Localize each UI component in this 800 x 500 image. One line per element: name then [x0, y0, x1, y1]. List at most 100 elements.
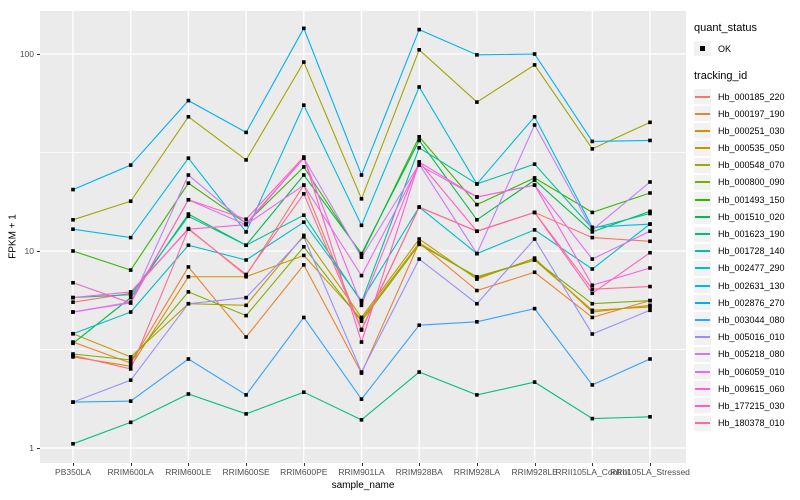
data-point	[71, 218, 75, 222]
legend-item-label: Hb_002631_130	[718, 280, 785, 291]
x-tick-mark	[476, 463, 478, 466]
legend-key-swatch	[694, 123, 711, 139]
data-point	[186, 301, 191, 306]
data-point	[648, 180, 652, 184]
legend-item: Hb_005218_080	[694, 346, 800, 362]
x-tick-label: RRIM928LE	[511, 467, 558, 477]
data-point	[590, 416, 595, 421]
x-tick-mark	[188, 463, 190, 466]
data-point	[532, 63, 537, 67]
data-point	[475, 100, 479, 104]
data-point	[648, 415, 652, 419]
legend-key-swatch	[694, 278, 711, 294]
data-point	[128, 367, 133, 371]
data-point	[532, 258, 537, 262]
legend-key-swatch	[694, 295, 711, 311]
data-point	[128, 235, 133, 240]
legend-key-swatch	[694, 243, 711, 259]
legend-key-swatch	[694, 415, 711, 431]
legend-key-swatch	[694, 364, 711, 379]
legend-item-label: Hb_000535_050	[718, 143, 785, 154]
legend-item-label: Hb_001623_190	[718, 229, 785, 239]
data-point	[359, 397, 364, 401]
data-point	[590, 315, 595, 320]
data-point	[590, 267, 595, 271]
legend-line-swatch	[695, 198, 710, 201]
data-point	[128, 199, 133, 203]
data-point	[532, 210, 537, 215]
data-point	[302, 245, 306, 249]
data-point	[417, 257, 421, 261]
x-tick-label: RRIM928BA	[395, 467, 443, 477]
data-point	[359, 315, 364, 320]
data-point	[590, 383, 595, 387]
data-point	[532, 162, 537, 166]
legend-line-swatch	[695, 112, 710, 115]
data-point	[71, 341, 75, 346]
data-point	[648, 303, 652, 308]
data-point	[186, 274, 191, 279]
x-tick-label: RRIM600LE	[165, 467, 212, 477]
data-point	[475, 251, 479, 256]
data-point	[186, 156, 191, 160]
legend-tracking-title: tracking_id	[694, 70, 748, 82]
data-point	[244, 274, 248, 279]
legend-item-ok: OK	[694, 41, 800, 56]
legend-key-swatch	[694, 174, 711, 190]
x-tick-mark	[130, 463, 132, 466]
legend-item-label: Hb_001728_140	[718, 246, 785, 257]
legend-line-swatch	[695, 233, 710, 235]
x-tick-label: RRIM901LA	[338, 467, 385, 477]
x-tick-mark	[592, 463, 594, 466]
data-point	[244, 230, 248, 234]
data-point	[186, 114, 191, 119]
data-point	[71, 400, 75, 404]
data-point	[359, 298, 364, 303]
data-point	[359, 273, 364, 278]
data-point	[71, 310, 75, 314]
legend-item-label: Hb_001493_150	[718, 194, 785, 205]
data-point	[590, 225, 595, 230]
data-point	[417, 163, 421, 167]
data-point	[590, 139, 595, 144]
data-point	[302, 220, 306, 225]
legend-line-swatch	[695, 95, 710, 98]
data-point	[128, 268, 133, 272]
data-point	[648, 308, 652, 313]
data-point	[302, 155, 306, 159]
data-point	[359, 340, 364, 344]
y-tick-mark	[37, 251, 40, 252]
legend-item: Hb_006059_010	[694, 364, 800, 379]
data-point	[71, 295, 75, 300]
data-point	[71, 249, 75, 253]
data-point	[128, 292, 133, 297]
y-tick-label: 1	[29, 443, 34, 453]
data-point	[648, 298, 652, 303]
data-point	[244, 272, 248, 277]
legend-item: Hb_180378_010	[694, 415, 800, 431]
data-point	[590, 283, 595, 288]
data-point	[186, 173, 191, 177]
data-point	[128, 163, 133, 167]
data-point	[475, 288, 479, 293]
legend-key-swatch	[694, 140, 711, 156]
data-point	[128, 378, 133, 382]
data-point	[590, 287, 595, 291]
data-point	[532, 123, 537, 127]
data-point	[302, 315, 306, 320]
data-point	[359, 418, 364, 422]
legend-item-label: Hb_002477_290	[718, 263, 785, 274]
data-point	[417, 134, 421, 139]
data-point	[186, 357, 191, 361]
legend-key-swatch	[694, 312, 711, 328]
data-point	[475, 202, 479, 207]
data-point	[590, 228, 595, 232]
x-tick-mark	[534, 463, 536, 466]
data-point	[128, 301, 133, 305]
x-tick-label: RRIM600LA	[107, 467, 154, 477]
data-point	[128, 361, 133, 365]
data-point	[186, 98, 191, 103]
y-tick-mark	[37, 54, 40, 55]
data-point	[475, 229, 479, 234]
data-point	[532, 270, 537, 275]
